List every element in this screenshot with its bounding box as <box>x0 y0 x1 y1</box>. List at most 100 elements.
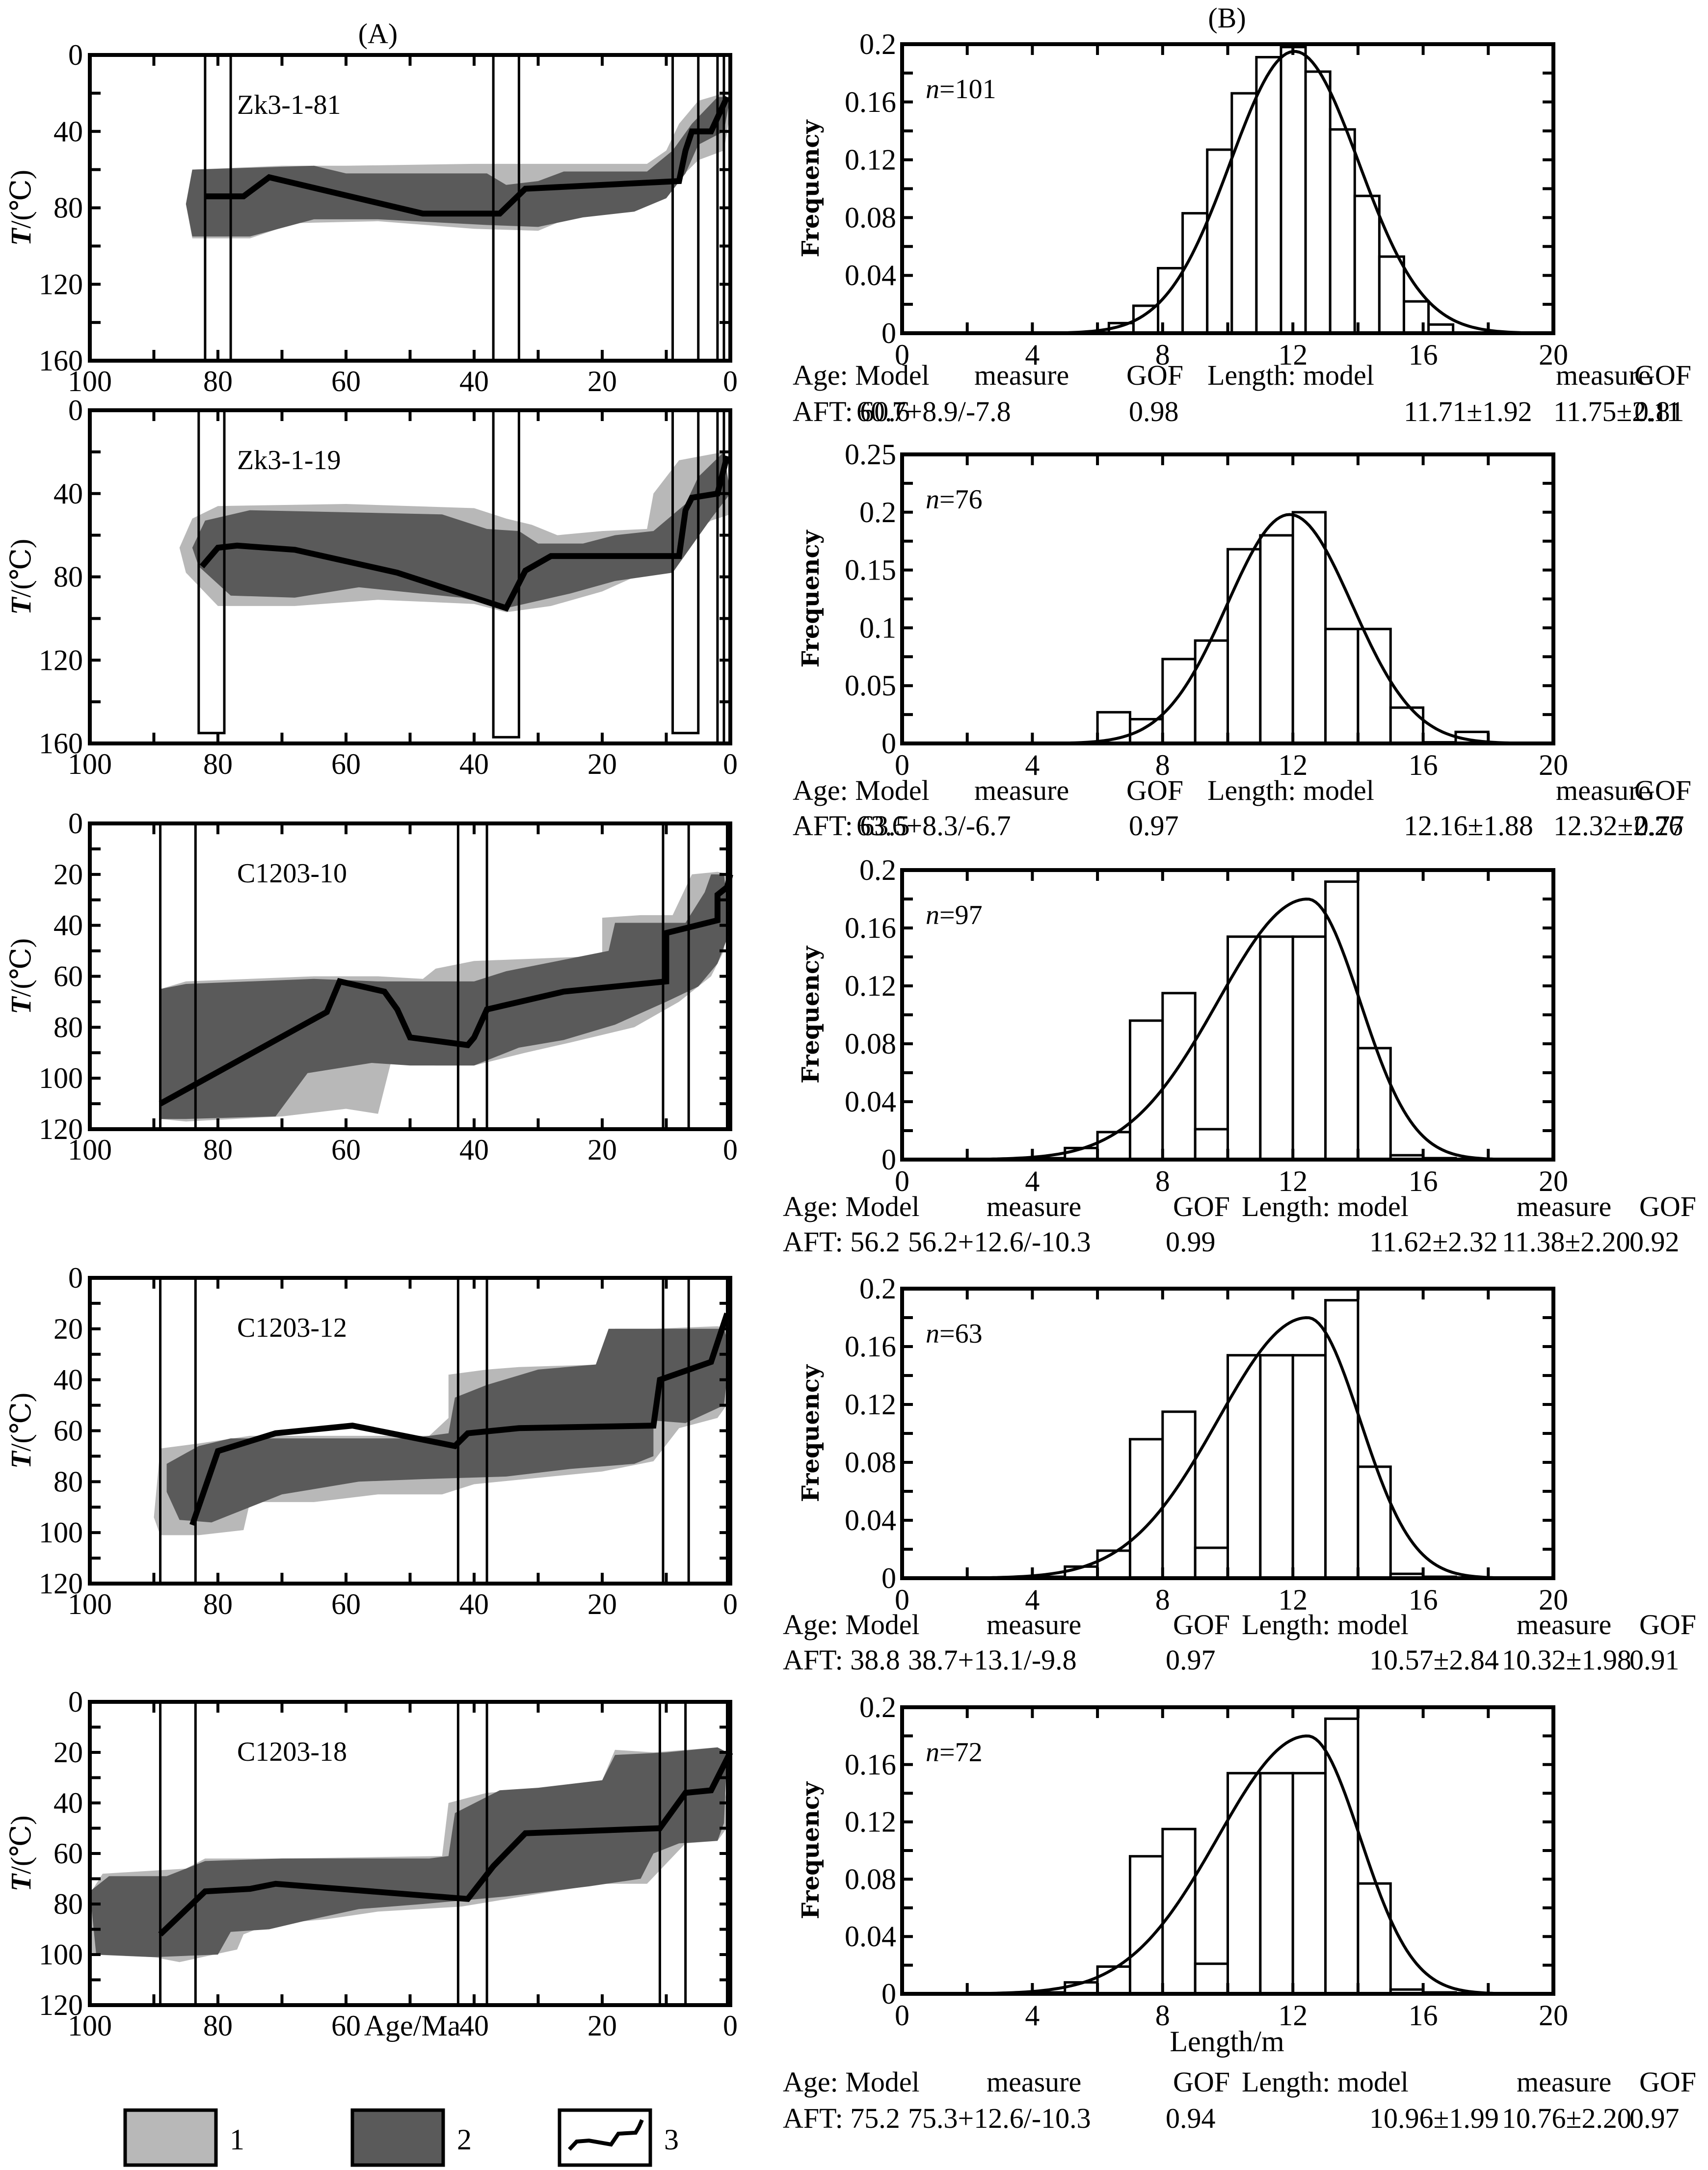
stats-header-cell: GOF <box>1126 774 1183 806</box>
stats-header-cell: measure <box>987 1191 1081 1222</box>
panel-b-group: 0 4 8 12 16 2000.040.080.120.160.2Frequencyn=… <box>783 28 1696 2134</box>
stats-value-cell: 10.76±2.20 <box>1502 2102 1631 2134</box>
y-tick-label: 0.25 <box>845 438 896 471</box>
sample-label: C1203-18 <box>237 1737 347 1767</box>
stats-header-cell: Length: model <box>1207 359 1374 391</box>
x-tick-label: 0 <box>723 1588 738 1620</box>
y-tick-label: 80 <box>53 192 83 224</box>
histogram-bar <box>1357 628 1392 745</box>
n-symbol: n <box>926 1737 939 1768</box>
y-axis-label: Frequency <box>797 1781 825 1919</box>
histogram-bar <box>1357 1465 1392 1580</box>
histogram-bar <box>1227 1354 1262 1580</box>
histogram-bar <box>1161 1410 1197 1580</box>
stats-value-cell: 10.96±1.99 <box>1369 2102 1499 2134</box>
x-tick-label: 80 <box>203 1134 233 1166</box>
stats-value-cell: 0.92 <box>1629 1226 1680 1258</box>
constraint-box <box>159 1276 197 1585</box>
n-value: =76 <box>939 484 983 515</box>
y-tick-label: 0.1 <box>859 611 896 644</box>
y-tick-label: 40 <box>53 115 83 148</box>
stats-header-cell: Length: model <box>1242 1609 1409 1641</box>
y-tick-label: 80 <box>53 1465 83 1498</box>
stats-value-cell: AFT: 75.2 <box>783 2102 900 2134</box>
n-symbol: n <box>926 900 939 930</box>
x-tick-label: 20 <box>1539 1165 1568 1197</box>
x-tick-label: 16 <box>1409 749 1438 781</box>
sample-count-label: n=63 <box>926 1319 983 1349</box>
x-tick-label: 8 <box>1155 1584 1170 1616</box>
y-axis-label-unit: /(℃) <box>5 1393 37 1452</box>
histogram-bar <box>1324 880 1360 1161</box>
stats-value-cell: AFT: 60.6 <box>793 396 910 427</box>
x-tick-label: 100 <box>68 748 112 780</box>
y-axis-label-unit: /(℃) <box>5 1815 37 1874</box>
sample-label: C1203-10 <box>237 858 347 889</box>
y-tick-label: 0 <box>881 1143 896 1176</box>
length-histogram-5: 0 4 8 12 16 20 0 0.04 0.08 0.12 0.16 0.2 Frequency n=… <box>783 1691 1696 2134</box>
panel-b-title: (B) <box>1208 2 1246 34</box>
y-tick-label: 0.12 <box>845 970 896 1002</box>
y-axis-label-var: T <box>5 1450 37 1469</box>
legend-item-light-envelope: 1 <box>123 2108 244 2167</box>
histogram-bar <box>1096 1965 1131 1995</box>
stats-value-cell: 0.97 <box>1129 810 1179 842</box>
legend-path-icon <box>568 2119 644 2151</box>
x-tick-label: 40 <box>459 365 489 397</box>
y-axis-label: Frequency <box>797 529 825 667</box>
x-tick-label: 16 <box>1409 339 1438 371</box>
x-tick-label: 0 <box>723 2010 738 2042</box>
sample-label: Zk3-1-19 <box>237 445 341 476</box>
x-tick-label: 0 <box>895 749 909 781</box>
y-axis-label: Frequency <box>797 119 825 257</box>
y-axis-label: Frequency <box>797 945 825 1084</box>
stats-header-cell: GOF <box>1173 1191 1230 1222</box>
x-tick-label: 4 <box>1025 339 1040 371</box>
y-tick-label: 0.15 <box>845 554 896 586</box>
stats-value-cell: 11.71±1.92 <box>1404 396 1532 427</box>
stats-header-cell: GOF <box>1639 1609 1696 1641</box>
histogram-bar <box>1378 255 1405 335</box>
x-tick-label: 20 <box>1539 339 1568 371</box>
legend-swatch <box>350 2108 445 2167</box>
x-tick-label: 20 <box>587 2010 617 2042</box>
histogram-bar <box>1259 1354 1294 1580</box>
x-tick-label: 0 <box>895 1165 909 1197</box>
n-symbol: n <box>926 1319 939 1349</box>
histogram-bar <box>1324 628 1360 745</box>
histogram-bar <box>1194 1128 1229 1161</box>
best-fit-path <box>158 1751 733 1937</box>
y-tick-label: 0.12 <box>845 1388 896 1421</box>
x-tick-label: 40 <box>459 1588 489 1620</box>
stats-header-cell: GOF <box>1639 2066 1696 2098</box>
y-tick-label: 120 <box>39 1113 83 1145</box>
stats-header-cell: Age: Model <box>793 774 930 806</box>
y-tick-label: 0.08 <box>845 1028 896 1060</box>
stats-value-cell: 12.32±2.26 <box>1553 810 1683 842</box>
x-tick-label: 60 <box>331 2010 361 2042</box>
y-tick-label: 0.16 <box>845 1330 896 1363</box>
stats-header-cell: measure <box>1517 1609 1611 1641</box>
stats-header-cell: Age: Model <box>783 1191 920 1222</box>
y-tick-label: 20 <box>53 1736 83 1769</box>
y-tick-label: 0.05 <box>845 669 896 702</box>
x-tick-label: 20 <box>1539 749 1568 781</box>
y-tick-label: 120 <box>39 1567 83 1600</box>
histogram-bar <box>1194 639 1229 745</box>
stats-value-cell: 60.7+8.9/-7.8 <box>856 396 1011 427</box>
y-tick-label: 40 <box>53 1787 83 1819</box>
legend-label: 1 <box>230 2123 244 2156</box>
y-tick-label: 0 <box>881 1978 896 2010</box>
y-axis-label: T/(℃) <box>5 170 37 246</box>
x-tick-label: 8 <box>1155 339 1170 371</box>
stats-header-cell: GOF <box>1173 1609 1230 1641</box>
stats-value-cell: 38.7+13.1/-9.8 <box>908 1644 1077 1676</box>
legend-item-dark-envelope: 2 <box>350 2108 472 2167</box>
stats-value-cell: 0.94 <box>1166 2102 1216 2134</box>
histogram-bar <box>1096 1131 1131 1161</box>
y-tick-label: 0.2 <box>859 1272 896 1305</box>
x-tick-label: 80 <box>203 748 233 780</box>
